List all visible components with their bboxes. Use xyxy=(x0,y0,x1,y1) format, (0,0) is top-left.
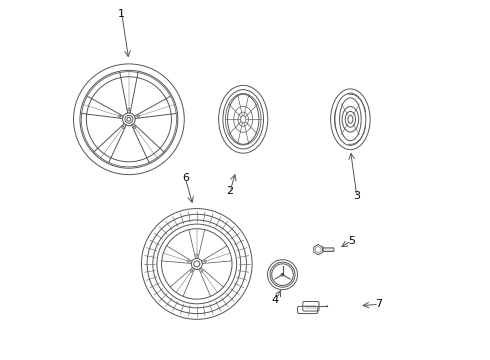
Text: 5: 5 xyxy=(348,236,355,246)
Text: 3: 3 xyxy=(353,191,360,201)
Text: 6: 6 xyxy=(182,173,189,183)
Text: 2: 2 xyxy=(226,186,234,197)
Text: 4: 4 xyxy=(272,296,279,305)
Text: 1: 1 xyxy=(118,9,125,19)
Text: 7: 7 xyxy=(375,299,383,309)
Circle shape xyxy=(281,273,284,276)
